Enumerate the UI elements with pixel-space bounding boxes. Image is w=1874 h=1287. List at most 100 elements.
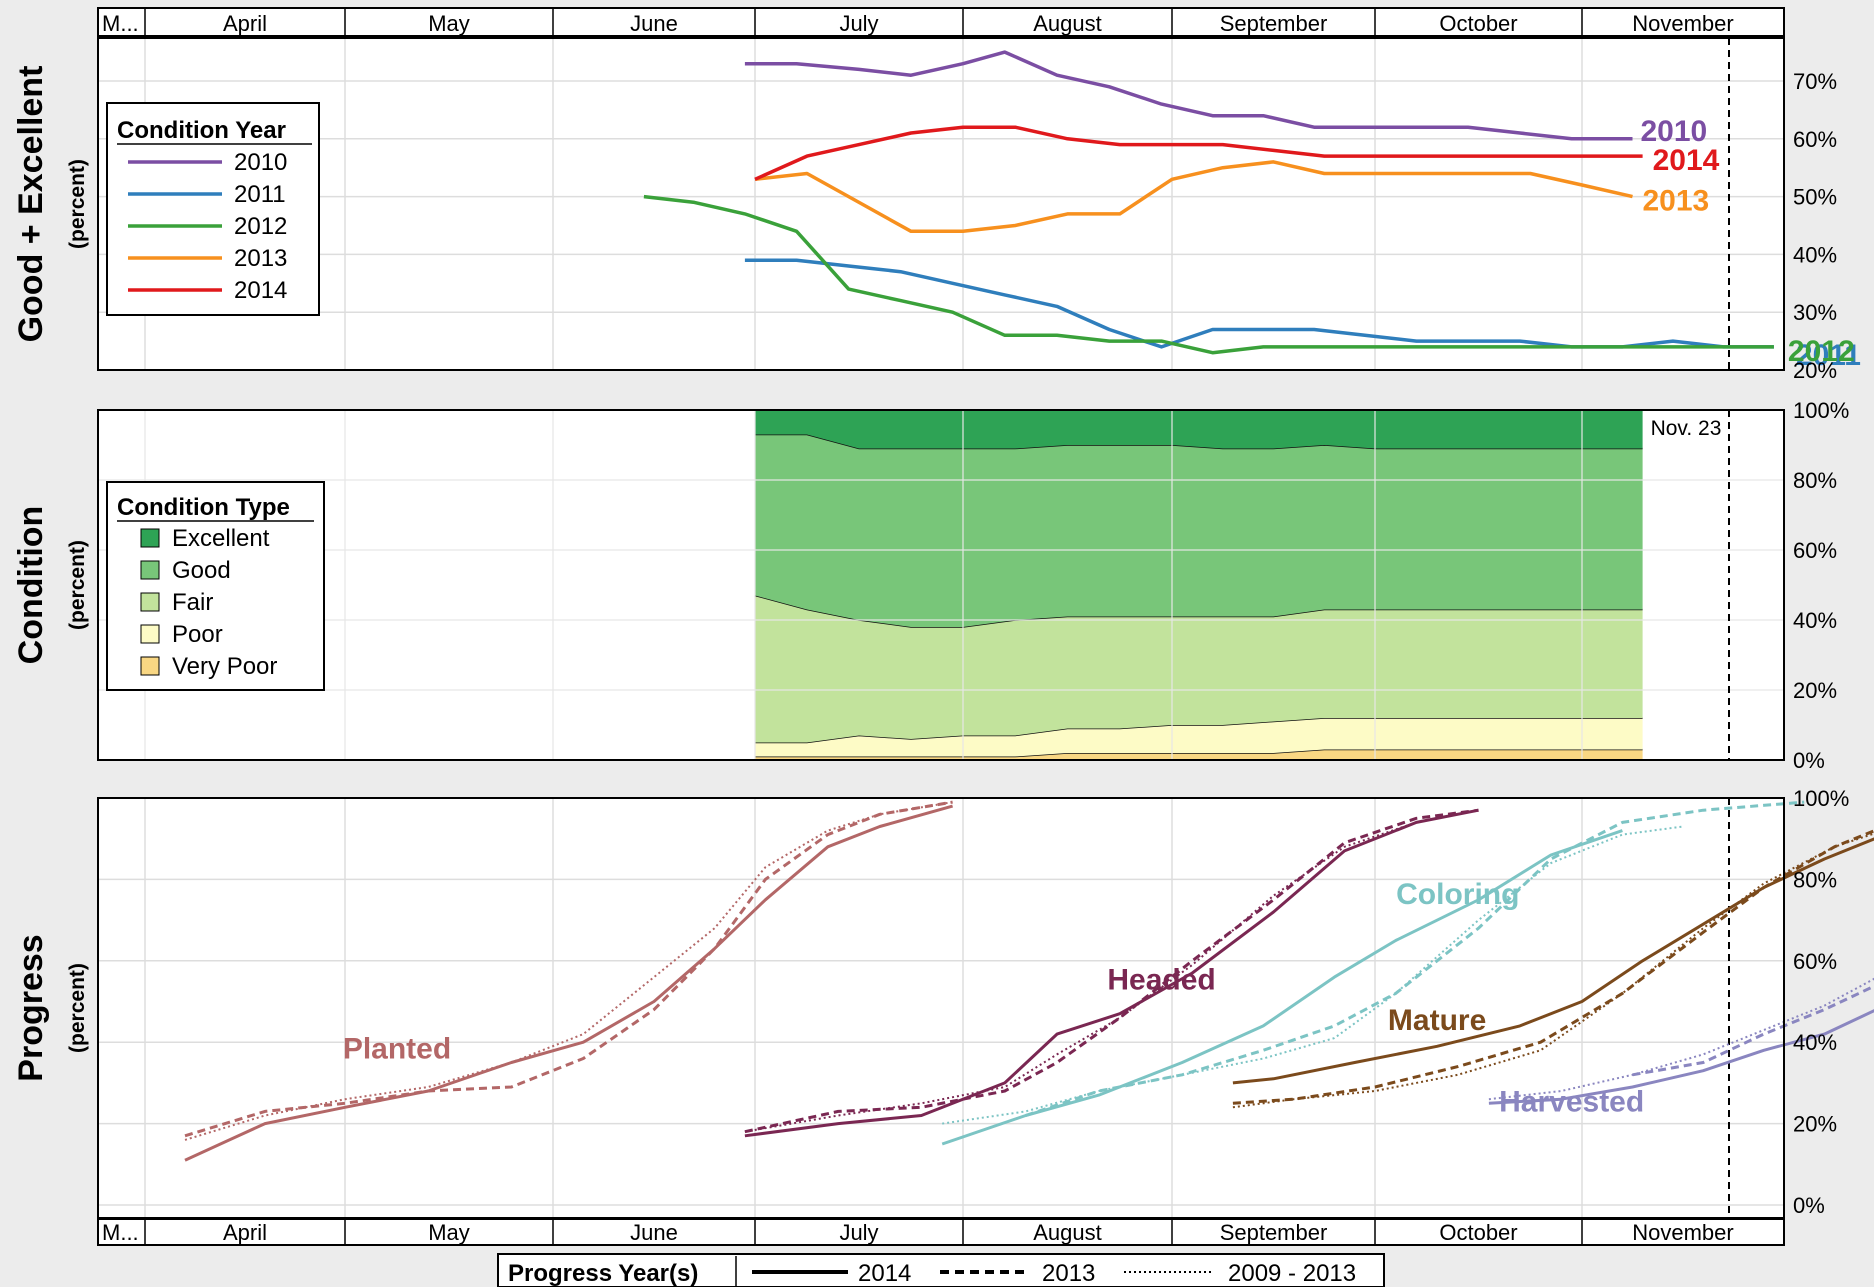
top-month-axis: M... April May June July August September Octob…	[97, 7, 1785, 37]
legend-swatch-very-poor	[140, 656, 160, 676]
progress-line-planted-dashed	[184, 800, 953, 1138]
legend-item-label: 2013	[234, 245, 287, 272]
y-axis-subtitle: (percent)	[66, 159, 89, 249]
legend-item-label: Fair	[172, 589, 213, 616]
legend-title: Progress Year(s)	[508, 1260, 698, 1287]
month-label: October	[1439, 1220, 1517, 1245]
month-label: October	[1439, 11, 1517, 36]
y-axis-subtitle: (percent)	[66, 540, 89, 630]
legend-box	[106, 102, 320, 316]
legend-item-label: 2014	[858, 1260, 911, 1287]
progress-line-mature-solid	[1232, 837, 1874, 1085]
month-label: June	[630, 11, 678, 36]
area-fair	[755, 595, 1643, 743]
y-tick-label: 100%	[1793, 786, 1849, 811]
legend-box	[106, 481, 325, 691]
y-tick-label: 20%	[1793, 678, 1837, 703]
progress-line-coloring-solid	[941, 829, 1623, 1146]
stage-label-mature: Mature	[1388, 1004, 1486, 1037]
panel-plot-background	[98, 38, 1784, 370]
panel-y-tick-labels: 0% 20% 40% 60% 80% 100%	[1793, 786, 1849, 1218]
series-end-label-2014: 2014	[1653, 144, 1720, 177]
month-label: June	[630, 1220, 678, 1245]
stage-label-planted: Planted	[343, 1032, 451, 1065]
progress-line-harvested-dashed	[1632, 984, 1874, 1077]
legend-swatch-fair	[140, 592, 160, 612]
month-label: July	[839, 1220, 878, 1245]
y-tick-label: 40%	[1793, 608, 1837, 633]
y-tick-label: 100%	[1793, 398, 1849, 423]
progress-panel: Planted Headed Coloring Mature Harvested 0% 2…	[12, 786, 1874, 1219]
series-end-label-2011: 2011	[1796, 339, 1861, 372]
legend-swatch-poor	[140, 624, 160, 644]
area-excellent	[755, 410, 1643, 449]
progress-line-headed-solid	[744, 808, 1479, 1138]
stage-label-harvested: Harvested	[1499, 1085, 1644, 1118]
progress-line-mature-dashed	[1232, 829, 1874, 1105]
series-line-2014	[754, 125, 1643, 181]
y-tick-label: 0%	[1793, 1193, 1825, 1218]
stage-label-headed: Headed	[1107, 963, 1215, 996]
series-line-2012	[643, 194, 1774, 355]
month-label: November	[1632, 11, 1733, 36]
y-tick-label: 80%	[1793, 867, 1837, 892]
month-label: April	[223, 11, 267, 36]
series-end-label-2013: 2013	[1643, 185, 1710, 218]
y-axis-subtitle: (percent)	[66, 963, 89, 1053]
series-end-label-2012: 2012	[1788, 335, 1855, 368]
legend-item-label: Very Poor	[172, 653, 277, 680]
series-end-label-2010: 2010	[1641, 115, 1708, 148]
progress-line-harvested-solid	[1488, 1009, 1874, 1105]
end-date-label: Nov. 23	[1651, 417, 1722, 440]
legend-title: Condition Year	[117, 117, 286, 144]
month-label: September	[1220, 11, 1328, 36]
y-axis-title: Good + Excellent	[12, 66, 50, 343]
legend-item-label: 2011	[234, 181, 286, 208]
panel-y-tick-labels: 20% 30% 40% 50% 60% 70%	[1793, 69, 1837, 383]
progress-line-headed-dotted	[744, 809, 1479, 1133]
series-line-2010	[744, 50, 1633, 141]
area-poor	[755, 718, 1643, 757]
month-label: M...	[102, 1220, 139, 1245]
month-label: September	[1220, 1220, 1328, 1245]
legend-item-label: Excellent	[172, 525, 270, 552]
y-tick-label: 20%	[1793, 358, 1837, 383]
panel-y-tick-labels: 0% 20% 40% 60% 80% 100%	[1793, 398, 1849, 773]
condition-type-legend: Condition Type Excellent Good Fair Poor Very …	[106, 481, 325, 691]
y-axis-title: Progress	[12, 934, 50, 1081]
month-axis-bar	[97, 1218, 1785, 1246]
panel-grid	[98, 38, 1784, 371]
month-label: July	[839, 11, 878, 36]
y-tick-label: 60%	[1793, 949, 1837, 974]
month-label: May	[428, 1220, 470, 1245]
panel-marks: Planted Headed Coloring Mature Harvested	[184, 800, 1874, 1162]
legend-item-label: 2012	[234, 213, 287, 240]
y-tick-label: 40%	[1793, 1030, 1837, 1055]
bottom-month-axis: M... April May June July August September Octob…	[97, 1218, 1785, 1246]
condition-year-legend: Condition Year 2010 2011 2012 2013 2014	[106, 102, 320, 316]
legend-swatch-good	[140, 560, 160, 580]
progress-line-coloring-dotted	[942, 825, 1684, 1125]
y-axis-title: Condition	[12, 506, 50, 665]
progress-line-mature-dotted	[1232, 832, 1874, 1109]
y-tick-label: 50%	[1793, 185, 1837, 210]
legend-title: Condition Type	[117, 494, 290, 521]
panel-areas	[754, 409, 1643, 760]
y-tick-label: 0%	[1793, 748, 1825, 773]
y-tick-label: 70%	[1793, 69, 1837, 94]
progress-line-planted-solid	[184, 804, 954, 1162]
progress-line-planted-dotted	[184, 801, 953, 1141]
condition-panel: 0% 20% 40% 60% 80% 100% Nov. 23 Condition (pe…	[12, 398, 1849, 773]
legend-item-label: 2010	[234, 149, 287, 176]
month-axis-bar	[97, 7, 1785, 37]
month-label: M...	[102, 11, 139, 36]
legend-item-label: Good	[172, 557, 231, 584]
legend-item-label: 2014	[234, 277, 287, 304]
legend-item-label: 2013	[1042, 1260, 1095, 1287]
panel-plot-background	[98, 798, 1784, 1218]
legend-item-label: 2009 - 2013	[1228, 1260, 1356, 1287]
month-label: August	[1033, 1220, 1102, 1245]
legend-item-label: Poor	[172, 621, 223, 648]
